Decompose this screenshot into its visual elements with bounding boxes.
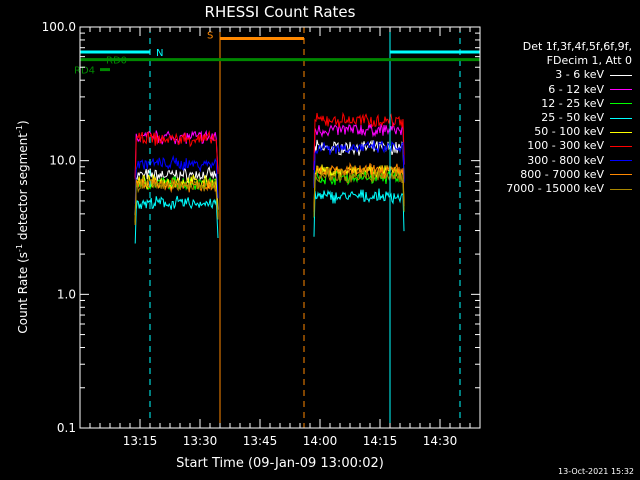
legend-label: 6 - 12 keV <box>548 82 604 96</box>
legend: Det 1f,3f,4f,5f,6f,9f, FDecim 1, Att 0 3… <box>480 40 632 196</box>
legend-swatch <box>610 103 632 105</box>
legend-header-line-2: FDecim 1, Att 0 <box>546 54 632 68</box>
x-axis-label: Start Time (09-Jan-09 13:00:02) <box>176 456 384 471</box>
legend-swatch <box>610 174 632 176</box>
state-bar-label: N <box>156 48 163 59</box>
x-tick-label: 13:30 <box>183 434 218 448</box>
legend-entry: 3 - 6 keV <box>480 68 632 82</box>
x-tick-label: 13:15 <box>123 434 158 448</box>
legend-entry: 300 - 800 keV <box>480 154 632 168</box>
data-layer: N RD0 RD4 S <box>74 27 480 428</box>
x-tick-label: 13:45 <box>243 434 278 448</box>
series-trace <box>313 122 405 171</box>
y-tick-label: 1.0 <box>57 287 76 301</box>
legend-entry: 800 - 7000 keV <box>480 168 632 182</box>
legend-label: 100 - 300 keV <box>527 139 604 153</box>
series-trace <box>313 167 405 217</box>
legend-label: 25 - 50 keV <box>541 111 604 125</box>
legend-swatch <box>610 75 632 76</box>
series-trace <box>134 130 219 180</box>
legend-swatch <box>610 131 632 133</box>
legend-swatch <box>610 89 632 91</box>
legend-swatch <box>610 188 632 190</box>
state-bar-label: RD0 <box>106 56 127 67</box>
chart-title: RHESSI Count Rates <box>205 3 356 21</box>
legend-entry: 50 - 100 keV <box>480 125 632 139</box>
legend-label: 7000 - 15000 keV <box>506 182 604 196</box>
series-trace <box>134 129 219 178</box>
legend-entry: 100 - 300 keV <box>480 139 632 153</box>
series-trace <box>134 177 219 226</box>
footer-timestamp: 13-Oct-2021 15:32 <box>558 467 634 476</box>
series-trace <box>313 140 405 189</box>
x-tick-label: 14:00 <box>303 434 338 448</box>
legend-entry: 12 - 25 keV <box>480 97 632 111</box>
y-tick-label: 0.1 <box>57 421 76 435</box>
plot-frame <box>79 26 481 429</box>
legend-swatch <box>610 117 632 119</box>
legend-entry: 25 - 50 keV <box>480 111 632 125</box>
legend-label: 300 - 800 keV <box>527 153 604 167</box>
legend-label: 3 - 6 keV <box>555 68 604 82</box>
legend-label: 12 - 25 keV <box>541 96 604 110</box>
state-bar-label: RD4 <box>74 66 95 77</box>
legend-entry: 6 - 12 keV <box>480 83 632 97</box>
y-tick-label: 10.0 <box>49 154 76 168</box>
y-tick-label: 100.0 <box>42 20 76 34</box>
series-trace <box>313 111 405 161</box>
y-axis-label: Count Rate (s-1 detector segment-1) <box>15 120 30 333</box>
x-tick-label: 14:15 <box>363 434 398 448</box>
legend-swatch <box>610 146 632 148</box>
series-trace <box>134 154 219 204</box>
legend-header-line-1: Det 1f,3f,4f,5f,6f,9f, <box>522 40 632 53</box>
legend-label: 50 - 100 keV <box>534 125 604 139</box>
legend-label: 800 - 7000 keV <box>520 167 604 181</box>
x-tick-label: 14:30 <box>423 434 458 448</box>
legend-swatch <box>610 160 632 162</box>
series-trace <box>313 188 405 237</box>
state-bar-label: S <box>207 31 213 42</box>
series-trace <box>134 195 219 244</box>
axes-layer: 0.1 1.0 10.0 100.0 13:15 13:30 13:45 14:00 14:15… <box>42 20 481 448</box>
series-trace <box>134 166 219 216</box>
legend-entry: 7000 - 15000 keV <box>480 182 632 196</box>
